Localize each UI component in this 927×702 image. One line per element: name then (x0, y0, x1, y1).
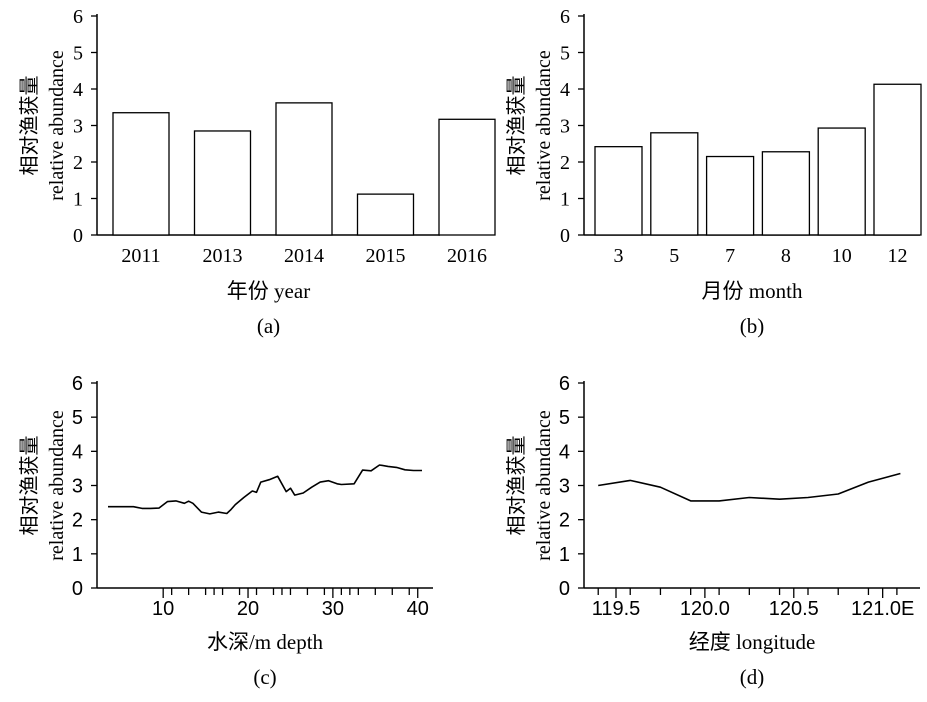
y-tick-label: 1 (73, 189, 83, 211)
y-tick-label: 4 (560, 79, 570, 101)
y-tick-label: 6 (72, 373, 83, 395)
chart-panel-d: 0 1 2 3 4 5 6 相对渔获量 relative abundance 119.5 120.0… (505, 373, 920, 689)
bar-10 (817, 127, 866, 236)
x-tick-label: 40 (407, 598, 429, 620)
bar-8 (761, 151, 811, 236)
y-tick-label: 3 (559, 476, 570, 498)
y-tick-label: 1 (72, 544, 83, 566)
y-tick-label: 3 (72, 476, 83, 498)
x-tick-label: 5 (669, 245, 679, 267)
chart-panel-a: 0 1 2 3 4 5 6 相对渔获量 relative abundance 2011 2013 20… (18, 6, 496, 338)
bar-2011 (112, 112, 170, 236)
y-tick-label: 6 (560, 6, 570, 28)
x-tick-label: 7 (725, 245, 735, 267)
bar-2016 (438, 118, 496, 236)
y-tick-label: 2 (72, 510, 83, 532)
bar-3 (594, 146, 643, 236)
x-tick-label: 2014 (284, 245, 324, 267)
bar-2015 (356, 193, 415, 236)
x-tick-label: 120.0 (680, 598, 730, 620)
x-tick-label: 10 (152, 598, 174, 620)
x-tick-label: 12 (888, 245, 908, 267)
x-axis-title: 经度 longitude (689, 630, 816, 654)
x-tick-label: 119.5 (592, 598, 641, 620)
x-tick-label: 30 (322, 598, 344, 620)
x-tick-label: 2011 (121, 245, 160, 267)
x-axis-title: 月份 month (702, 279, 803, 303)
y-tick-label: 0 (73, 225, 83, 247)
y-tick-label: 2 (559, 510, 570, 532)
y-tick-label: 0 (559, 578, 570, 600)
bar-12 (873, 83, 922, 236)
x-tick-label: 2016 (447, 245, 487, 267)
y-axis-title-en: relative abundance (533, 50, 555, 201)
series-line (598, 472, 901, 502)
y-tick-label: 2 (73, 152, 83, 174)
y-tick-label: 3 (560, 116, 570, 138)
y-axis-title-en: relative abundance (46, 410, 68, 561)
panel-label: (c) (253, 665, 276, 689)
bar-5 (650, 132, 699, 236)
y-tick-label: 5 (73, 43, 83, 65)
y-tick-label: 2 (560, 152, 570, 174)
y-axis-title-cn: 相对渔获量 (505, 76, 528, 176)
y-tick-label: 4 (72, 441, 83, 463)
y-tick-label: 5 (72, 407, 83, 429)
x-tick-label: 10 (832, 245, 852, 267)
series-line (108, 464, 422, 515)
y-axis-title-cn: 相对渔获量 (18, 436, 41, 536)
y-tick-label: 3 (73, 116, 83, 138)
x-tick-label: 20 (237, 598, 259, 620)
y-tick-label: 0 (560, 225, 570, 247)
y-tick-label: 4 (73, 79, 83, 101)
y-tick-label: 5 (559, 407, 570, 429)
y-tick-label: 0 (72, 578, 83, 600)
y-tick-label: 4 (559, 441, 570, 463)
x-axis-title: 水深/m depth (207, 630, 324, 654)
x-tick-label: 3 (614, 245, 624, 267)
bar-2013 (193, 130, 252, 236)
y-axis-title-en: relative abundance (46, 50, 68, 201)
y-axis-title-cn: 相对渔获量 (505, 436, 528, 536)
x-tick-label: 121.0E (851, 598, 914, 620)
x-tick-label: 2013 (203, 245, 243, 267)
x-tick-label: 120.5 (769, 598, 819, 620)
bar-7 (705, 155, 755, 236)
y-tick-label: 6 (73, 6, 83, 28)
y-tick-label: 6 (559, 373, 570, 395)
panel-label: (d) (740, 665, 765, 689)
chart-panel-c: 0 1 2 3 4 5 6 相对渔获量 relative abundance 10 20 30 40 水深… (18, 373, 433, 689)
panel-label: (a) (257, 314, 280, 338)
bar-2014 (275, 102, 333, 236)
x-axis-title: 年份 year (227, 279, 310, 303)
y-axis-title-cn: 相对渔获量 (18, 76, 41, 176)
x-tick-label: 2015 (366, 245, 406, 267)
x-tick-label: 8 (781, 245, 791, 267)
y-axis-title-en: relative abundance (533, 410, 555, 561)
panel-label: (b) (740, 314, 765, 338)
y-tick-label: 1 (560, 189, 570, 211)
y-tick-label: 1 (559, 544, 570, 566)
y-tick-label: 5 (560, 43, 570, 65)
